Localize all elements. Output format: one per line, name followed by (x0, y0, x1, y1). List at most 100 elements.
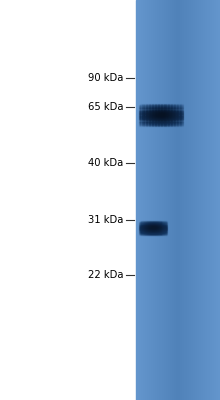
Bar (159, 109, 161, 110)
Bar (141, 111, 143, 112)
Bar (178, 109, 180, 110)
Bar (149, 109, 150, 110)
Bar (180, 104, 181, 105)
Bar (156, 120, 158, 121)
Bar (163, 112, 165, 113)
Bar (152, 124, 153, 125)
Bar (165, 107, 167, 108)
Bar (178, 121, 180, 122)
Bar (155, 108, 156, 109)
Bar (139, 116, 140, 117)
Bar (167, 117, 168, 118)
Bar (181, 117, 183, 118)
Bar (165, 123, 167, 124)
Bar (178, 125, 180, 126)
Bar (175, 109, 177, 110)
Bar (171, 114, 172, 115)
Bar (162, 119, 163, 120)
Bar (169, 119, 171, 120)
Bar (171, 122, 172, 123)
Bar (147, 120, 149, 121)
Bar (141, 122, 143, 123)
Bar (167, 116, 168, 117)
Bar (175, 104, 177, 105)
Bar (139, 122, 140, 123)
Bar (140, 116, 141, 117)
Bar (174, 115, 175, 116)
Bar (145, 118, 146, 119)
Bar (145, 119, 146, 120)
Bar (152, 122, 153, 123)
Bar (175, 112, 177, 113)
Bar (145, 114, 146, 115)
Bar (141, 105, 143, 106)
Bar (174, 106, 175, 107)
Bar (167, 115, 168, 116)
Bar (150, 114, 152, 115)
Bar (163, 118, 165, 119)
Bar (150, 117, 152, 118)
Bar (180, 118, 181, 119)
Bar (168, 109, 169, 110)
Bar (181, 114, 183, 115)
Bar (152, 0, 153, 400)
Bar (143, 116, 145, 117)
Text: 40 kDa: 40 kDa (88, 158, 123, 168)
Bar (152, 119, 153, 120)
Bar (178, 122, 180, 123)
Bar (175, 120, 177, 121)
Bar (158, 119, 159, 120)
Bar (141, 118, 143, 119)
Bar (152, 123, 153, 124)
Bar (145, 0, 146, 400)
Bar (146, 110, 147, 111)
Bar (143, 121, 145, 122)
Bar (168, 123, 169, 124)
Bar (167, 123, 168, 124)
Bar (177, 119, 178, 120)
Bar (187, 0, 188, 400)
Bar (168, 107, 169, 108)
Bar (175, 105, 177, 106)
Bar (181, 125, 183, 126)
Bar (162, 108, 163, 109)
Bar (162, 122, 163, 123)
Bar (163, 114, 165, 115)
Bar (167, 114, 168, 115)
Bar (152, 113, 153, 114)
Bar (172, 119, 174, 120)
Bar (145, 117, 146, 118)
Bar (163, 108, 165, 109)
Bar (141, 120, 143, 121)
Bar (181, 120, 183, 121)
Bar (163, 110, 165, 111)
Bar (161, 105, 162, 106)
Bar (146, 114, 147, 115)
Bar (147, 119, 149, 120)
Bar (171, 105, 172, 106)
Bar (139, 117, 140, 118)
Bar (146, 120, 147, 121)
Bar (158, 109, 159, 110)
Bar (156, 108, 158, 109)
Bar (159, 112, 161, 113)
Bar (150, 115, 152, 116)
Bar (146, 107, 147, 108)
Bar (161, 116, 162, 117)
Bar (162, 115, 163, 116)
Bar (162, 105, 163, 106)
Bar (152, 107, 153, 108)
Bar (152, 120, 153, 121)
Bar (171, 123, 172, 124)
Bar (174, 119, 175, 120)
Bar (178, 106, 180, 107)
Bar (152, 106, 153, 107)
Bar (155, 121, 156, 122)
Bar (172, 125, 174, 126)
Bar (161, 118, 162, 119)
Bar (158, 105, 159, 106)
Bar (155, 112, 156, 113)
Bar (169, 108, 171, 109)
Bar (171, 108, 172, 109)
Bar (141, 125, 143, 126)
